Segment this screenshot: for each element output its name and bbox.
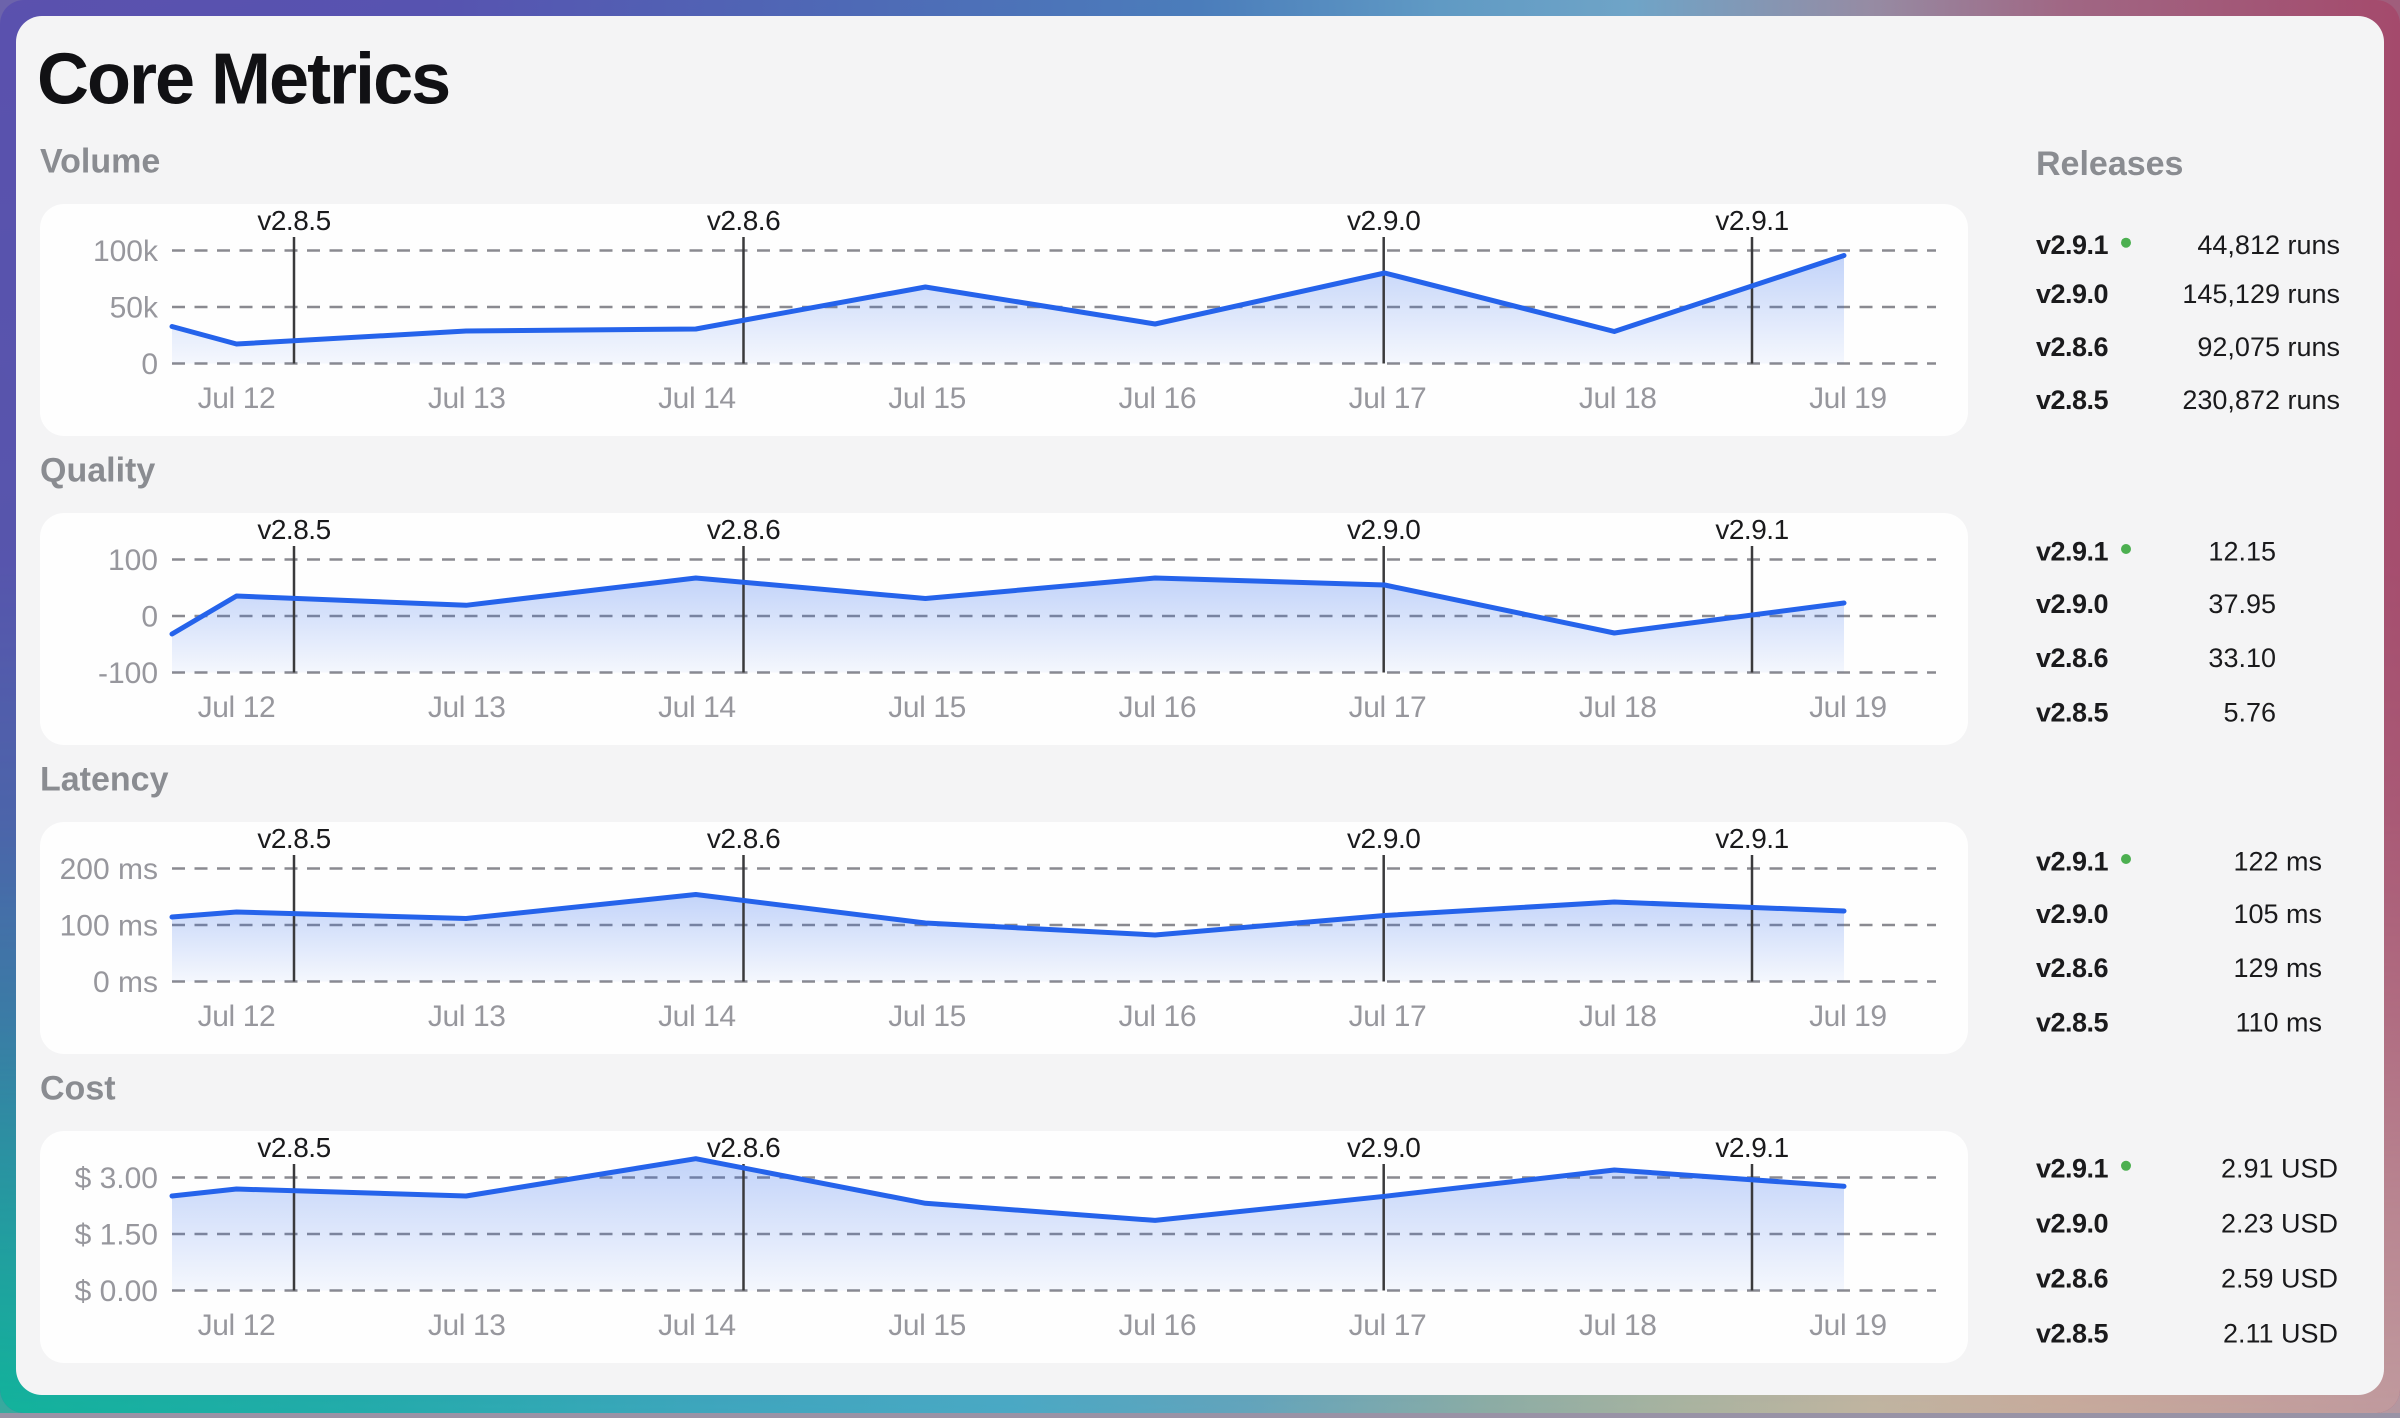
svg-text:Jul 18: Jul 18 <box>1579 691 1657 724</box>
svg-text:Jul 17: Jul 17 <box>1349 1309 1427 1342</box>
svg-text:Latency: Latency <box>40 761 169 799</box>
svg-text:v2.8.5: v2.8.5 <box>2036 1318 2109 1348</box>
svg-text:Jul 19: Jul 19 <box>1809 1000 1887 1033</box>
svg-text:Jul 16: Jul 16 <box>1118 1000 1196 1033</box>
svg-text:44,812 runs: 44,812 runs <box>2197 230 2340 260</box>
svg-text:v2.9.0: v2.9.0 <box>2036 1208 2108 1238</box>
svg-text:Core Metrics: Core Metrics <box>37 40 449 120</box>
svg-text:2.23 USD: 2.23 USD <box>2221 1208 2338 1238</box>
svg-text:Jul 19: Jul 19 <box>1809 691 1887 724</box>
svg-text:v2.8.6: v2.8.6 <box>707 514 780 545</box>
svg-text:Volume: Volume <box>40 143 160 181</box>
svg-text:v2.8.6: v2.8.6 <box>707 205 780 236</box>
svg-text:v2.9.1: v2.9.1 <box>2036 537 2109 567</box>
svg-text:v2.9.1: v2.9.1 <box>1715 1132 1788 1163</box>
svg-text:Jul 13: Jul 13 <box>428 382 506 415</box>
svg-text:Jul 13: Jul 13 <box>428 1000 506 1033</box>
svg-text:Jul 17: Jul 17 <box>1349 1000 1427 1033</box>
svg-text:Jul 18: Jul 18 <box>1579 1309 1657 1342</box>
svg-text:Releases: Releases <box>2036 145 2183 183</box>
svg-text:v2.8.5: v2.8.5 <box>257 514 330 545</box>
svg-text:105 ms: 105 ms <box>2233 899 2322 929</box>
svg-text:Jul 12: Jul 12 <box>198 691 276 724</box>
svg-text:230,872 runs: 230,872 runs <box>2182 385 2340 415</box>
svg-text:v2.9.0: v2.9.0 <box>2036 899 2108 929</box>
svg-text:v2.8.5: v2.8.5 <box>2036 385 2109 415</box>
svg-text:110 ms: 110 ms <box>2235 1008 2322 1038</box>
svg-text:Jul 16: Jul 16 <box>1118 1309 1196 1342</box>
svg-text:Jul 14: Jul 14 <box>658 382 736 415</box>
svg-text:Jul 17: Jul 17 <box>1349 382 1427 415</box>
svg-text:v2.9.0: v2.9.0 <box>1347 514 1420 545</box>
svg-text:v2.8.5: v2.8.5 <box>257 823 330 854</box>
svg-text:v2.9.1: v2.9.1 <box>1715 823 1788 854</box>
svg-text:v2.9.1: v2.9.1 <box>2036 1153 2109 1183</box>
svg-text:Jul 16: Jul 16 <box>1118 382 1196 415</box>
svg-text:100k: 100k <box>93 235 159 268</box>
svg-text:Jul 15: Jul 15 <box>888 1309 966 1342</box>
svg-text:Quality: Quality <box>40 452 155 490</box>
svg-text:Jul 16: Jul 16 <box>1118 691 1196 724</box>
svg-text:2.11 USD: 2.11 USD <box>2223 1318 2338 1348</box>
svg-text:-100: -100 <box>98 657 158 690</box>
svg-text:v2.9.1: v2.9.1 <box>2036 847 2109 877</box>
svg-text:Jul 15: Jul 15 <box>888 1000 966 1033</box>
svg-text:5.76: 5.76 <box>2223 698 2276 728</box>
svg-text:v2.8.6: v2.8.6 <box>707 823 780 854</box>
svg-text:Jul 15: Jul 15 <box>888 691 966 724</box>
svg-text:v2.8.6: v2.8.6 <box>2036 643 2109 673</box>
svg-text:0: 0 <box>141 348 158 381</box>
svg-text:v2.9.1: v2.9.1 <box>1715 514 1788 545</box>
svg-text:50k: 50k <box>110 292 159 325</box>
svg-text:Jul 13: Jul 13 <box>428 1309 506 1342</box>
svg-text:2.91 USD: 2.91 USD <box>2221 1153 2338 1183</box>
svg-text:Jul 18: Jul 18 <box>1579 382 1657 415</box>
svg-text:12.15: 12.15 <box>2208 537 2276 567</box>
svg-text:2.59 USD: 2.59 USD <box>2221 1263 2338 1293</box>
svg-text:v2.9.0: v2.9.0 <box>2036 279 2108 309</box>
svg-text:100 ms: 100 ms <box>60 910 158 943</box>
svg-text:145,129 runs: 145,129 runs <box>2182 279 2340 309</box>
svg-text:33.10: 33.10 <box>2208 643 2276 673</box>
svg-text:Jul 12: Jul 12 <box>198 1309 276 1342</box>
svg-text:v2.8.5: v2.8.5 <box>257 1132 330 1163</box>
svg-text:v2.9.0: v2.9.0 <box>1347 823 1420 854</box>
svg-text:Jul 15: Jul 15 <box>888 382 966 415</box>
svg-text:v2.8.6: v2.8.6 <box>2036 953 2109 983</box>
svg-text:v2.8.6: v2.8.6 <box>2036 332 2109 362</box>
svg-text:Jul 17: Jul 17 <box>1349 691 1427 724</box>
svg-text:v2.8.6: v2.8.6 <box>2036 1263 2109 1293</box>
svg-text:Jul 14: Jul 14 <box>658 1000 736 1033</box>
svg-text:v2.9.0: v2.9.0 <box>1347 1132 1420 1163</box>
svg-text:$ 1.50: $ 1.50 <box>75 1219 158 1252</box>
svg-text:v2.8.6: v2.8.6 <box>707 1132 780 1163</box>
svg-text:v2.9.1: v2.9.1 <box>1715 205 1788 236</box>
svg-text:Jul 19: Jul 19 <box>1809 382 1887 415</box>
svg-text:Cost: Cost <box>40 1070 116 1108</box>
svg-text:v2.8.5: v2.8.5 <box>2036 698 2109 728</box>
svg-text:v2.8.5: v2.8.5 <box>2036 1008 2109 1038</box>
svg-text:200 ms: 200 ms <box>60 853 158 886</box>
svg-text:37.95: 37.95 <box>2208 589 2276 619</box>
svg-text:92,075 runs: 92,075 runs <box>2197 332 2340 362</box>
svg-text:Jul 14: Jul 14 <box>658 1309 736 1342</box>
svg-text:Jul 13: Jul 13 <box>428 691 506 724</box>
svg-text:100: 100 <box>108 544 158 577</box>
svg-text:0 ms: 0 ms <box>93 966 158 999</box>
svg-text:v2.9.1: v2.9.1 <box>2036 230 2109 260</box>
svg-text:0: 0 <box>141 601 158 634</box>
svg-text:v2.8.5: v2.8.5 <box>257 205 330 236</box>
svg-text:v2.9.0: v2.9.0 <box>1347 205 1420 236</box>
svg-text:v2.9.0: v2.9.0 <box>2036 589 2108 619</box>
svg-text:Jul 19: Jul 19 <box>1809 1309 1887 1342</box>
svg-text:Jul 18: Jul 18 <box>1579 1000 1657 1033</box>
svg-text:129 ms: 129 ms <box>2233 953 2322 983</box>
svg-text:Jul 14: Jul 14 <box>658 691 736 724</box>
svg-text:$ 0.00: $ 0.00 <box>75 1275 158 1308</box>
svg-text:Jul 12: Jul 12 <box>198 1000 276 1033</box>
svg-text:$ 3.00: $ 3.00 <box>75 1162 158 1195</box>
svg-text:122 ms: 122 ms <box>2233 847 2322 877</box>
svg-text:Jul 12: Jul 12 <box>198 382 276 415</box>
